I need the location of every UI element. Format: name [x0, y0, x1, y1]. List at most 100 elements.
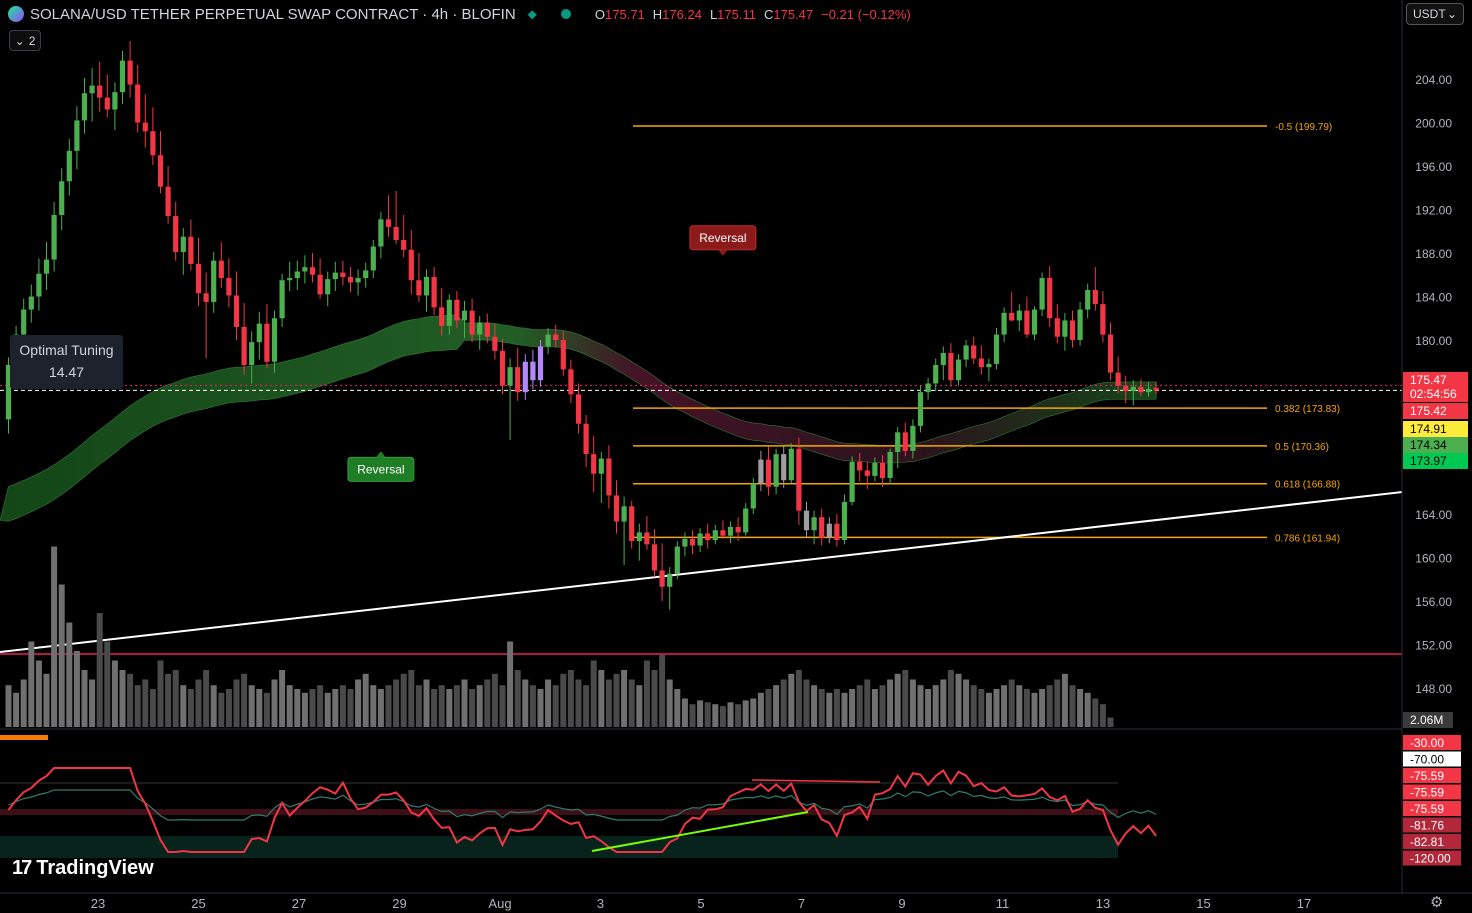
candle-body — [910, 425, 916, 451]
price-axis-label — [1403, 403, 1468, 419]
tradingview-logo[interactable]: 17 TradingView — [12, 857, 154, 879]
candle-body — [522, 361, 528, 393]
candle-body — [978, 358, 984, 368]
time-tick-label: 17 — [1297, 896, 1311, 911]
volume-bar — [1099, 704, 1106, 727]
candle-body — [484, 322, 490, 337]
reversal-label-text: Reversal — [699, 231, 746, 245]
candle-body — [1039, 278, 1045, 310]
volume-bar — [985, 692, 992, 727]
market-status-icon[interactable] — [560, 9, 571, 19]
volume-bar — [727, 702, 734, 727]
osc-axis-label — [1403, 751, 1461, 767]
candle-body — [1016, 310, 1022, 321]
candle-body — [826, 523, 832, 538]
candle-body — [1024, 310, 1030, 335]
oscillator-pane: -30.00 -70.00 -75.59 -75.59 -75.59 -81.76 -82.… — [0, 735, 1461, 866]
candle-body — [1130, 386, 1136, 392]
candle-body — [36, 273, 42, 297]
bookmark-icon[interactable]: ◆ — [527, 7, 537, 21]
candle-body — [287, 278, 293, 281]
settings-gear-icon[interactable]: ⚙ — [1430, 894, 1444, 911]
osc-signal-line — [8, 789, 1157, 821]
volume-bar — [833, 689, 840, 727]
tradingview-mark-icon: 17 — [12, 857, 32, 879]
candle-body — [583, 423, 589, 455]
volume-bar — [263, 692, 270, 727]
volume-bar — [1023, 689, 1030, 727]
reversal-pointer-icon — [717, 249, 728, 256]
fibonacci-levels: -0.5 (199.79) 0.382 (173.83) 0.5 (170.36) 0… — [633, 122, 1340, 544]
candle-body — [1153, 387, 1159, 391]
candle-body — [1001, 312, 1007, 335]
candle-body — [507, 367, 513, 386]
optimal-tuning-panel: Optimal Tuning 14.47 — [10, 335, 123, 389]
volume-bar — [294, 689, 301, 727]
volume-bar — [400, 673, 407, 727]
volume-bar — [408, 670, 415, 727]
candle-body — [241, 326, 247, 365]
volume-bar — [932, 685, 939, 727]
volume-bar — [849, 689, 856, 727]
candle-body — [119, 60, 126, 93]
candle-body — [811, 517, 817, 531]
volume-bar — [1092, 698, 1099, 727]
osc-axis-label — [1403, 801, 1461, 816]
candle-body — [758, 459, 764, 484]
volume-bar — [127, 673, 134, 727]
candle-body — [370, 246, 376, 271]
volume-bar — [13, 692, 20, 727]
candle-body — [712, 530, 718, 541]
candle-body — [591, 454, 597, 474]
volume-bar — [446, 689, 453, 727]
volume-bar — [545, 679, 552, 727]
volume-bar — [1061, 673, 1068, 727]
candle-body — [963, 345, 969, 360]
candle-body — [735, 526, 741, 533]
candle-body — [933, 364, 939, 384]
osc-bottom-band — [0, 836, 1118, 858]
price-tick-label: 184.00 — [1415, 291, 1452, 305]
candle-body — [819, 517, 825, 538]
candle-body — [180, 236, 186, 252]
candle-body — [849, 461, 855, 502]
volume-bar — [172, 670, 179, 727]
candle-body — [249, 342, 255, 365]
candle-body — [165, 186, 171, 217]
candle-body — [1009, 312, 1015, 321]
price-tick-label: 188.00 — [1415, 247, 1452, 261]
candle-body — [21, 309, 27, 335]
volume-bar — [279, 670, 286, 727]
candle-body — [302, 267, 308, 272]
volume-bar — [484, 679, 491, 727]
symbol-title[interactable]: SOLANA/USD TETHER PERPETUAL SWAP CONTRAC… — [30, 5, 516, 23]
price-axis-label — [1403, 437, 1468, 453]
candle-body — [743, 508, 749, 533]
volume-bar — [613, 673, 620, 727]
volume-bar — [225, 689, 232, 727]
volume-bar — [1107, 717, 1114, 727]
candle-body — [515, 367, 521, 393]
volume-bar — [1008, 679, 1015, 727]
candle-body — [97, 85, 103, 98]
candle-body — [5, 364, 12, 420]
volume-bar — [621, 670, 628, 727]
candle-body — [317, 274, 323, 295]
volume-bar — [347, 689, 354, 727]
candle-body — [492, 336, 498, 351]
candle-body — [59, 181, 65, 215]
volume-bar — [1001, 685, 1008, 727]
volume-bar — [681, 698, 688, 727]
volume-bar — [423, 679, 430, 727]
candle-body — [499, 350, 506, 386]
candle-body — [720, 530, 726, 536]
currency-select[interactable]: USDT ⌄ — [1406, 3, 1464, 25]
solana-logo-icon — [8, 6, 24, 22]
chevron-down-icon: ⌄ — [1446, 7, 1457, 21]
volume-bar — [1046, 685, 1053, 727]
time-tick-label: 23 — [91, 896, 105, 911]
indicators-toggle-button[interactable]: ⌄ 2 — [9, 30, 41, 51]
candle-body — [66, 150, 72, 182]
volume-bar — [1069, 685, 1076, 727]
